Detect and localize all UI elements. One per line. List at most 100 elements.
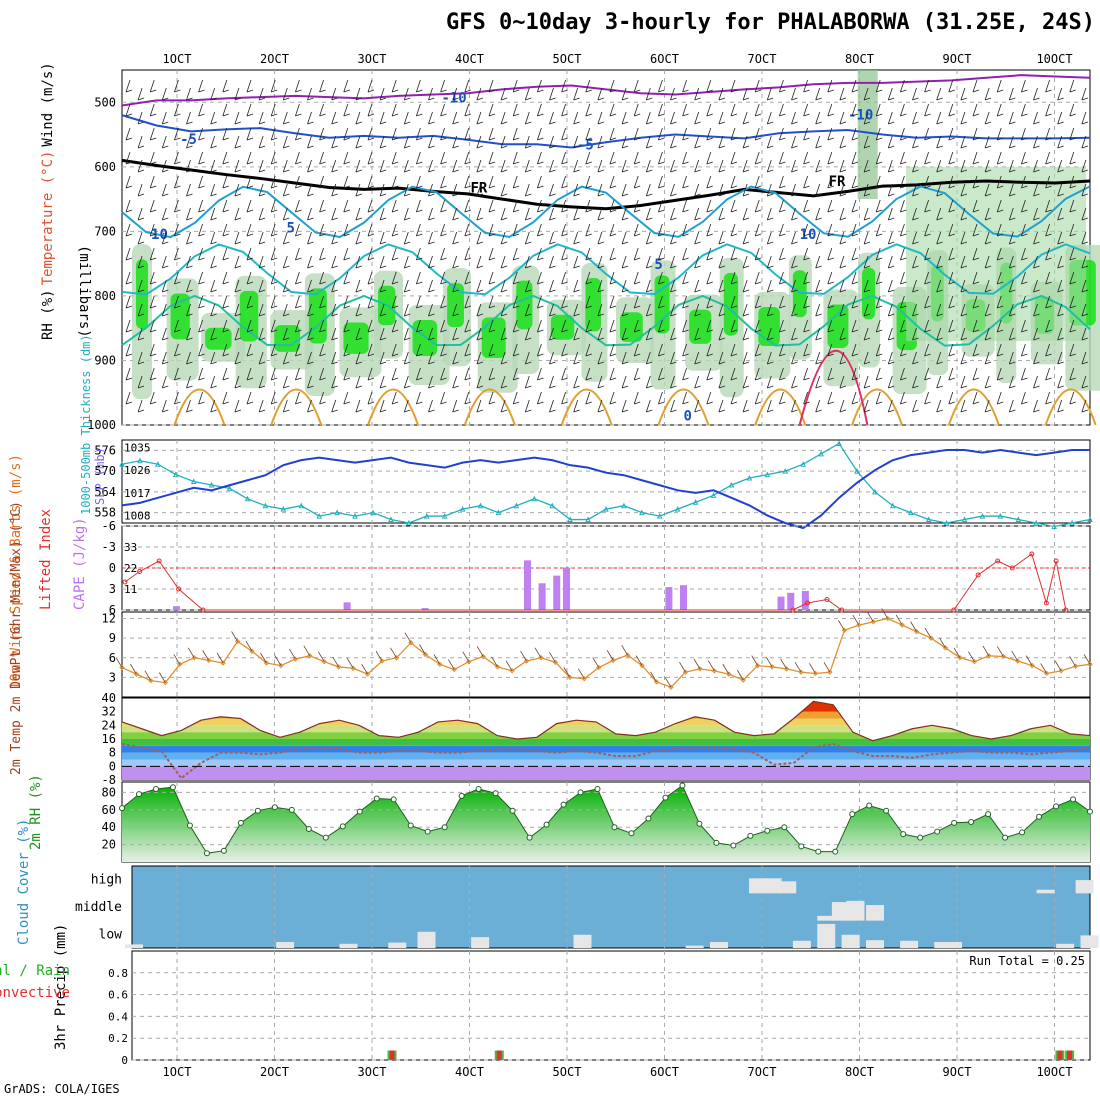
wind-barb-flag	[646, 385, 653, 389]
wind-barb	[658, 247, 663, 261]
wind-barb	[706, 175, 712, 189]
wind-barb-flag	[246, 185, 254, 189]
wind-barb	[939, 637, 946, 649]
series-marker	[656, 512, 663, 519]
wind-barb	[524, 255, 530, 269]
wind-barb	[948, 175, 954, 189]
series-marker	[603, 506, 609, 512]
wind-barb	[537, 247, 542, 261]
wind-barb	[524, 231, 530, 245]
wind-barb	[476, 87, 482, 101]
wind-barb	[524, 207, 530, 221]
wind-barb	[936, 375, 942, 389]
wind-barb-flag	[500, 337, 508, 341]
wind-barb	[948, 223, 954, 237]
wind-barb	[258, 327, 264, 341]
wind-barb	[827, 127, 833, 141]
wind-barb	[839, 207, 845, 221]
wind-barb	[815, 207, 821, 221]
wind-barb-flag	[585, 137, 592, 141]
x-tick-label-top: 3OCT	[358, 52, 387, 66]
wind-barb	[491, 656, 498, 668]
wind-barb-flag	[295, 305, 302, 309]
wind-barb	[1045, 151, 1050, 165]
wind-barb	[379, 183, 385, 197]
wind-barb	[754, 223, 760, 237]
wind-barb	[621, 399, 627, 413]
wind-barb	[887, 159, 893, 173]
wind-barb-flag	[621, 241, 629, 245]
wind-barb	[1069, 79, 1075, 93]
x-tick-label-bottom: 10OCT	[1036, 1065, 1072, 1079]
wind-barb-flag	[307, 409, 314, 413]
wind-barb	[125, 367, 131, 381]
wind-barb-flag	[863, 145, 871, 149]
wind-barb	[621, 279, 627, 293]
series-marker	[119, 461, 125, 467]
wind-barb	[996, 646, 1004, 657]
wind-barb-flag	[730, 233, 738, 237]
wind-barb-flag	[658, 185, 665, 189]
wind-barb-flag	[537, 89, 544, 93]
wind-barb	[403, 303, 409, 317]
wind-barb-flag	[319, 137, 326, 141]
wind-barb-flag	[525, 217, 532, 221]
wind-barb-flag	[755, 233, 762, 237]
wind-barb-flag	[379, 361, 387, 365]
wind-barb-flag	[283, 265, 290, 269]
wind-barb-flag	[863, 217, 871, 221]
wind-barb-flag	[428, 361, 435, 365]
wind-barb-flag	[621, 193, 629, 197]
wind-barb-flag	[452, 193, 459, 197]
wind-barb	[1033, 183, 1038, 197]
wind-barb-flag	[646, 97, 653, 101]
wind-barb	[1033, 255, 1038, 269]
wind-barb-flag	[452, 313, 459, 317]
wind-barb-flag	[924, 89, 931, 93]
wind-barb	[633, 151, 639, 165]
wind-barb	[198, 343, 203, 357]
wind-barb	[222, 247, 228, 261]
wind-barb-flag	[767, 241, 774, 245]
wind-barb	[174, 151, 179, 165]
series-marker	[872, 488, 878, 495]
wind-barb-flag	[948, 113, 955, 117]
wind-barb	[972, 79, 978, 93]
wind-barb	[488, 223, 494, 237]
wind-barb	[282, 255, 288, 269]
wind-barb	[343, 343, 349, 357]
wind-barb	[887, 399, 893, 413]
wind-barb	[464, 271, 470, 285]
wind-barb	[210, 351, 216, 365]
rh-core	[412, 319, 438, 356]
wind-barb-flag	[549, 217, 556, 221]
wind-barb	[1057, 303, 1063, 317]
wind-barb-flag	[718, 265, 726, 269]
wind-barb-flag	[755, 377, 762, 381]
rh-marker	[611, 824, 618, 831]
wind-barb-flag	[186, 193, 193, 197]
wind-barb	[863, 231, 869, 245]
wind-barb-flag	[682, 137, 689, 141]
x-tick-label-bottom: 9OCT	[943, 1065, 972, 1079]
wind-barb	[645, 183, 651, 197]
wind-barb-flag	[1081, 193, 1089, 197]
wind-barb	[125, 295, 131, 309]
wind-barb-flag	[283, 361, 290, 365]
wind-barb	[295, 271, 300, 285]
wind-barb-flag	[440, 329, 447, 333]
wind-barb	[1021, 391, 1026, 405]
wind-barb	[210, 231, 216, 245]
wind-barb	[621, 375, 627, 389]
wind-barb-flag	[924, 257, 931, 261]
wind-barb	[1021, 127, 1026, 141]
wind-barb-flag	[476, 169, 484, 173]
wind-barb	[561, 223, 566, 237]
wind-barb	[1008, 399, 1014, 413]
wind-barb	[319, 391, 324, 405]
wind-barb-flag	[283, 409, 290, 413]
wind-barb-flag	[621, 313, 629, 317]
wind-barb-flag	[379, 121, 387, 125]
wind-barb-flag	[1033, 121, 1040, 125]
